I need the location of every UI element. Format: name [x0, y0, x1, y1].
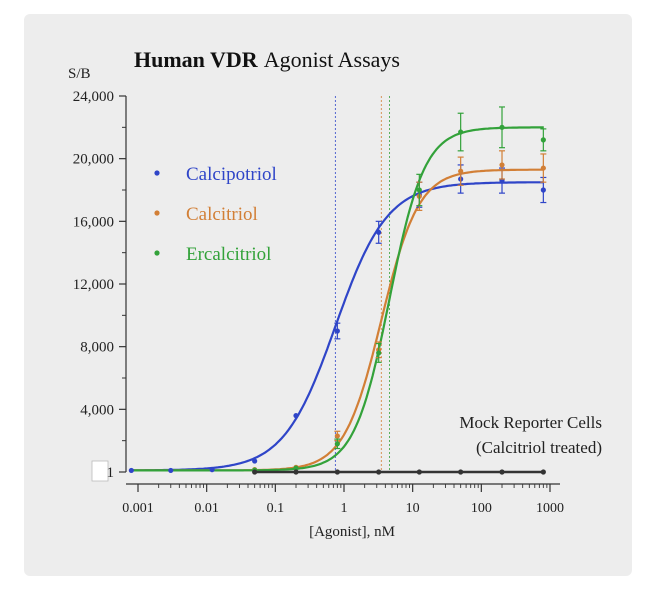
- data-point-calcitriol: [540, 165, 546, 171]
- data-point-calcipotriol: [252, 458, 258, 464]
- data-point-calcipotriol: [376, 229, 382, 235]
- data-point-mock-reporter-cells: [334, 469, 340, 475]
- x-tick-label: 1: [341, 501, 348, 516]
- data-point-ercalcitriol: [540, 137, 546, 143]
- data-point-calcipotriol: [334, 328, 340, 334]
- data-point-mock-reporter-cells: [376, 469, 382, 475]
- y-tick-label: 12,000: [73, 277, 114, 293]
- legend-marker-calcipotriol: [154, 170, 160, 176]
- x-tick-label: 1000: [536, 501, 564, 516]
- chart-title-rest: Agonist Assays: [264, 47, 400, 72]
- annotation-line-1: Mock Reporter Cells: [459, 413, 602, 432]
- data-point-ercalcitriol: [499, 124, 505, 130]
- x-axis-label: [Agonist], nM: [309, 524, 395, 540]
- data-point-mock-reporter-cells: [540, 469, 546, 475]
- y-axis-ticks: 1 4,000 8,000 12,000 16,000 20,000 24,000: [73, 89, 126, 482]
- fit-curve-ercalcitriol: [131, 126, 544, 472]
- data-point-calcitriol: [334, 433, 340, 439]
- fit-curve-calcipotriol: [131, 181, 544, 472]
- data-point-ercalcitriol: [416, 187, 422, 193]
- data-point-calcipotriol: [293, 413, 299, 419]
- y-tick-label: 1: [107, 465, 115, 481]
- y-tick-label: 4,000: [80, 402, 114, 418]
- legend-label-ercalcitriol: Ercalcitriol: [186, 244, 271, 265]
- ec50-lines: [334, 96, 391, 472]
- y-tick-label: 8,000: [80, 340, 114, 356]
- y-tick-label: 24,000: [73, 89, 114, 105]
- data-point-calcipotriol: [168, 467, 174, 474]
- chart-panel: [24, 14, 632, 576]
- legend-label-calcitriol: Calcitriol: [186, 204, 258, 225]
- data-point-ercalcitriol: [293, 465, 299, 471]
- data-points: [128, 106, 547, 475]
- data-point-calcipotriol: [540, 187, 546, 193]
- legend-marker-ercalcitriol: [154, 250, 160, 256]
- data-point-ercalcitriol: [334, 441, 340, 447]
- data-point-calcipotriol: [128, 467, 134, 474]
- legend: Calcipotriol Calcitriol Ercalcitriol: [154, 164, 277, 265]
- chart-title: Human VDR Agonist Assays: [134, 47, 400, 72]
- annotation-line-2: (Calcitriol treated): [476, 438, 602, 457]
- data-point-calcitriol: [458, 168, 464, 174]
- data-point-ercalcitriol: [458, 129, 464, 135]
- data-point-mock-reporter-cells: [293, 469, 299, 475]
- data-point-calcitriol: [499, 162, 505, 168]
- y-zero-label-box: [91, 460, 109, 482]
- y-tick-label: 20,000: [73, 152, 114, 168]
- data-point-ercalcitriol: [376, 350, 382, 356]
- data-point-mock-reporter-cells: [458, 469, 464, 475]
- x-tick-label: 100: [471, 501, 492, 516]
- x-tick-label: 10: [406, 501, 420, 516]
- x-tick-label: 0.001: [122, 501, 154, 516]
- data-point-mock-reporter-cells: [499, 469, 505, 475]
- x-tick-label: 0.01: [194, 501, 219, 516]
- chart-title-bold: Human VDR: [134, 47, 259, 72]
- y-axis-label: S/B: [68, 66, 91, 82]
- legend-marker-calcitriol: [154, 210, 160, 216]
- legend-label-calcipotriol: Calcipotriol: [186, 164, 277, 185]
- data-point-calcipotriol: [209, 467, 215, 473]
- data-point-mock-reporter-cells: [416, 469, 422, 475]
- x-axis-ticks: 0.001 0.01 0.1 1 10 100 1000: [122, 484, 564, 516]
- x-tick-label: 0.1: [267, 501, 285, 516]
- data-point-mock-reporter-cells: [252, 469, 258, 475]
- y-tick-label: 16,000: [73, 214, 114, 230]
